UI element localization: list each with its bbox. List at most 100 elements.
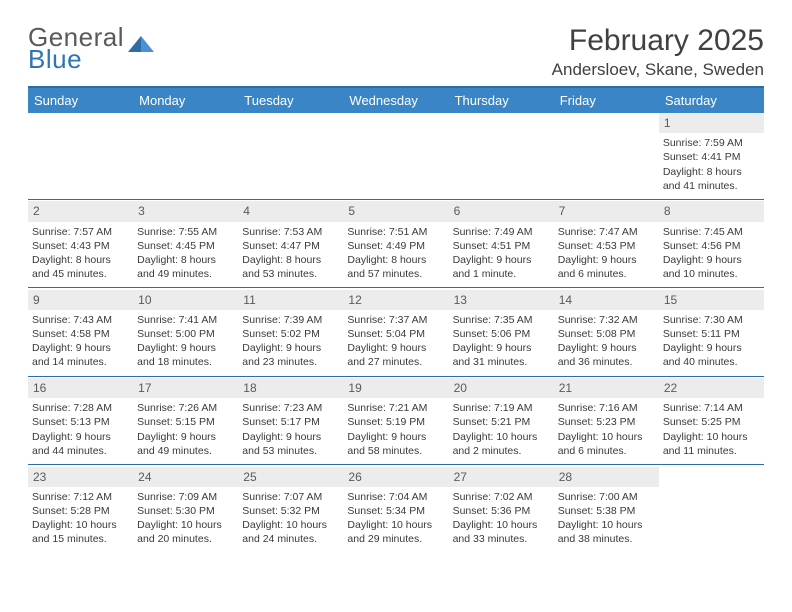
sunset-text: Sunset: 4:49 PM: [347, 239, 444, 253]
day-number: 19: [343, 378, 448, 398]
week-row: 16Sunrise: 7:28 AMSunset: 5:13 PMDayligh…: [28, 378, 764, 464]
day-number: 2: [28, 201, 133, 221]
day-cell: 17 Sunrise: 7:26 AMSunset: 5:15 PMDayligh…: [133, 378, 238, 464]
day-number: 21: [554, 378, 659, 398]
day-cell: 8Sunrise: 7:45 AMSunset: 4:56 PMDaylight…: [659, 201, 764, 287]
day-number: 4: [238, 201, 343, 221]
sunrise-text: Sunrise: 7:59 AM: [663, 136, 760, 150]
day-cell: [449, 113, 554, 199]
sunset-text: Sunset: 5:15 PM: [137, 415, 234, 429]
day-number: 23: [28, 467, 133, 487]
sunrise-text: Sunrise: 7:37 AM: [347, 313, 444, 327]
day-cell: [28, 113, 133, 199]
day-number: 24: [133, 467, 238, 487]
sunrise-text: Sunrise: 7:32 AM: [558, 313, 655, 327]
daylight-text: Daylight: 9 hours and 10 minutes.: [663, 253, 760, 281]
daylight-text: Daylight: 9 hours and 31 minutes.: [453, 341, 550, 369]
day-cell: 9Sunrise: 7:43 AMSunset: 4:58 PMDaylight…: [28, 290, 133, 376]
daylight-text: Daylight: 10 hours and 20 minutes.: [137, 518, 234, 546]
header: GeneralBlue February 2025 Andersloev, Sk…: [28, 24, 764, 80]
sunrise-text: Sunrise: 7:49 AM: [453, 225, 550, 239]
day-cell: 28Sunrise: 7:00 AMSunset: 5:38 PMDayligh…: [554, 467, 659, 553]
sunset-text: Sunset: 5:38 PM: [558, 504, 655, 518]
sunrise-text: Sunrise: 7:55 AM: [137, 225, 234, 239]
sunrise-text: Sunrise: 7:45 AM: [663, 225, 760, 239]
title-block: February 2025 Andersloev, Skane, Sweden: [552, 24, 764, 80]
sunset-text: Sunset: 5:23 PM: [558, 415, 655, 429]
day-cell: 21Sunrise: 7:16 AMSunset: 5:23 PMDayligh…: [554, 378, 659, 464]
week-row: 23Sunrise: 7:12 AMSunset: 5:28 PMDayligh…: [28, 467, 764, 553]
day-cell: 12Sunrise: 7:37 AMSunset: 5:04 PMDayligh…: [343, 290, 448, 376]
sunrise-text: Sunrise: 7:39 AM: [242, 313, 339, 327]
day-cell: 6Sunrise: 7:49 AMSunset: 4:51 PMDaylight…: [449, 201, 554, 287]
day-number: 26: [343, 467, 448, 487]
day-cell: 20Sunrise: 7:19 AMSunset: 5:21 PMDayligh…: [449, 378, 554, 464]
day-number: 11: [238, 290, 343, 310]
logo: GeneralBlue: [28, 24, 156, 72]
day-cell: 11Sunrise: 7:39 AMSunset: 5:02 PMDayligh…: [238, 290, 343, 376]
daylight-text: Daylight: 9 hours and 53 minutes.: [242, 430, 339, 458]
day-cell: 26Sunrise: 7:04 AMSunset: 5:34 PMDayligh…: [343, 467, 448, 553]
day-cell: 15Sunrise: 7:30 AMSunset: 5:11 PMDayligh…: [659, 290, 764, 376]
day-number: 18: [238, 378, 343, 398]
day-cell: 16Sunrise: 7:28 AMSunset: 5:13 PMDayligh…: [28, 378, 133, 464]
daylight-text: Daylight: 9 hours and 40 minutes.: [663, 341, 760, 369]
day-number: 22: [659, 378, 764, 398]
daylight-text: Daylight: 9 hours and 1 minute.: [453, 253, 550, 281]
day-cell: 3Sunrise: 7:55 AMSunset: 4:45 PMDaylight…: [133, 201, 238, 287]
day-number: 17: [133, 378, 238, 398]
week-row: 2Sunrise: 7:57 AMSunset: 4:43 PMDaylight…: [28, 201, 764, 287]
daylight-text: Daylight: 9 hours and 14 minutes.: [32, 341, 129, 369]
sunset-text: Sunset: 5:06 PM: [453, 327, 550, 341]
daylight-text: Daylight: 10 hours and 2 minutes.: [453, 430, 550, 458]
day-number: 3: [133, 201, 238, 221]
daylight-text: Daylight: 10 hours and 33 minutes.: [453, 518, 550, 546]
day-cell: 25Sunrise: 7:07 AMSunset: 5:32 PMDayligh…: [238, 467, 343, 553]
sunrise-text: Sunrise: 7:21 AM: [347, 401, 444, 415]
sunset-text: Sunset: 5:36 PM: [453, 504, 550, 518]
sunset-text: Sunset: 5:30 PM: [137, 504, 234, 518]
day-number: 27: [449, 467, 554, 487]
day-number: 13: [449, 290, 554, 310]
sunset-text: Sunset: 5:21 PM: [453, 415, 550, 429]
daylight-text: Daylight: 8 hours and 41 minutes.: [663, 165, 760, 193]
sunset-text: Sunset: 4:45 PM: [137, 239, 234, 253]
day-cell: 22Sunrise: 7:14 AMSunset: 5:25 PMDayligh…: [659, 378, 764, 464]
weekday-header: Sunday: [28, 88, 133, 113]
day-cell: [238, 113, 343, 199]
weekday-header-row: Sunday Monday Tuesday Wednesday Thursday…: [28, 88, 764, 113]
day-number: 8: [659, 201, 764, 221]
weekday-header: Thursday: [449, 88, 554, 113]
daylight-text: Daylight: 9 hours and 49 minutes.: [137, 430, 234, 458]
sunrise-text: Sunrise: 7:26 AM: [137, 401, 234, 415]
sunrise-text: Sunrise: 7:23 AM: [242, 401, 339, 415]
daylight-text: Daylight: 9 hours and 27 minutes.: [347, 341, 444, 369]
weekday-header: Saturday: [659, 88, 764, 113]
sunset-text: Sunset: 5:32 PM: [242, 504, 339, 518]
sunset-text: Sunset: 5:00 PM: [137, 327, 234, 341]
daylight-text: Daylight: 10 hours and 11 minutes.: [663, 430, 760, 458]
weekday-header: Tuesday: [238, 88, 343, 113]
day-cell: [343, 113, 448, 199]
sunrise-text: Sunrise: 7:35 AM: [453, 313, 550, 327]
sunrise-text: Sunrise: 7:43 AM: [32, 313, 129, 327]
sunset-text: Sunset: 5:11 PM: [663, 327, 760, 341]
sunset-text: Sunset: 4:47 PM: [242, 239, 339, 253]
sunrise-text: Sunrise: 7:47 AM: [558, 225, 655, 239]
sunset-text: Sunset: 4:58 PM: [32, 327, 129, 341]
logo-text-blue: Blue: [28, 46, 156, 72]
day-number: 1: [659, 113, 764, 133]
day-cell: 23Sunrise: 7:12 AMSunset: 5:28 PMDayligh…: [28, 467, 133, 553]
sunrise-text: Sunrise: 7:07 AM: [242, 490, 339, 504]
weekday-header: Friday: [554, 88, 659, 113]
day-number: 16: [28, 378, 133, 398]
sunrise-text: Sunrise: 7:12 AM: [32, 490, 129, 504]
sunrise-text: Sunrise: 7:14 AM: [663, 401, 760, 415]
day-cell: 7Sunrise: 7:47 AMSunset: 4:53 PMDaylight…: [554, 201, 659, 287]
day-cell: [659, 467, 764, 553]
sunset-text: Sunset: 5:19 PM: [347, 415, 444, 429]
sunrise-text: Sunrise: 7:02 AM: [453, 490, 550, 504]
day-cell: 19Sunrise: 7:21 AMSunset: 5:19 PMDayligh…: [343, 378, 448, 464]
day-number: 25: [238, 467, 343, 487]
day-cell: 24Sunrise: 7:09 AMSunset: 5:30 PMDayligh…: [133, 467, 238, 553]
